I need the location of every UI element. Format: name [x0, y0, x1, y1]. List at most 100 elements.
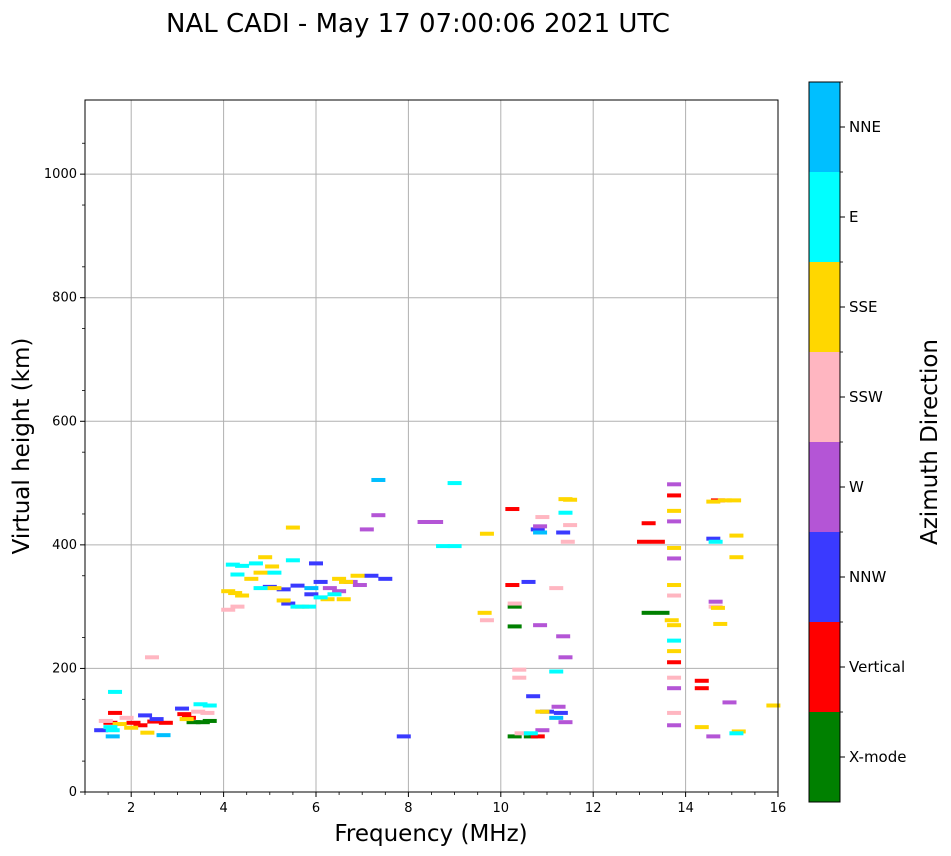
data-point — [533, 524, 548, 529]
data-point — [717, 498, 732, 503]
data-point — [98, 718, 113, 723]
colorbar-frame — [808, 81, 841, 803]
data-point — [156, 733, 171, 738]
data-point — [694, 678, 709, 683]
data-point — [94, 728, 109, 733]
data-point — [336, 597, 351, 602]
data-point — [477, 610, 492, 615]
colorbar-tick-label: W — [849, 478, 864, 496]
data-point — [352, 583, 367, 588]
data-point — [230, 604, 245, 609]
data-point — [479, 531, 494, 536]
data-point — [228, 591, 243, 596]
data-point — [558, 655, 573, 660]
data-point — [258, 555, 273, 560]
data-point — [332, 589, 347, 594]
data-point — [641, 521, 656, 526]
data-point — [133, 723, 148, 728]
data-point — [378, 576, 393, 581]
data-point — [667, 675, 682, 680]
series-x-mode — [186, 604, 670, 739]
data-point — [175, 706, 190, 711]
data-point — [144, 655, 159, 660]
data-point — [667, 519, 682, 524]
data-point — [556, 530, 571, 535]
data-point — [158, 720, 173, 725]
data-point — [359, 527, 374, 532]
data-point — [706, 734, 721, 739]
data-point — [521, 579, 536, 584]
data-point — [563, 523, 578, 528]
data-point — [667, 493, 682, 498]
data-point — [694, 725, 709, 730]
colorbar-segment — [809, 712, 840, 802]
data-point — [535, 515, 550, 520]
data-point — [108, 689, 123, 694]
data-point — [138, 713, 153, 718]
x-axis-ticks: 2 4 6 8 10 12 14 16 — [84, 792, 786, 816]
data-point — [766, 703, 781, 708]
data-point — [447, 481, 462, 486]
data-point — [364, 573, 379, 578]
data-point — [235, 563, 250, 568]
data-point — [563, 497, 578, 502]
data-point — [650, 539, 665, 544]
data-point — [327, 592, 342, 597]
data-point — [558, 720, 573, 725]
data-point — [641, 610, 656, 615]
colorbar-segment — [809, 532, 840, 622]
colorbar-tick-label: SSW — [849, 388, 883, 406]
data-point — [417, 519, 432, 524]
data-point — [112, 722, 127, 727]
data-point — [549, 669, 564, 674]
data-point — [265, 564, 280, 569]
data-point — [285, 525, 300, 530]
x-tick-label: 6 — [312, 801, 320, 816]
data-point — [512, 667, 527, 672]
data-point — [177, 712, 192, 717]
data-point — [186, 720, 201, 725]
data-point — [267, 586, 282, 591]
colorbar-tick-label: X-mode — [849, 748, 906, 766]
data-point — [302, 604, 317, 609]
data-point — [105, 728, 120, 733]
data-point — [530, 527, 545, 532]
data-point — [221, 607, 236, 612]
x-tick-label: 4 — [219, 801, 227, 816]
data-point — [350, 573, 365, 578]
colorbar-segment — [809, 442, 840, 532]
colorbar-tick-label: Vertical — [849, 658, 905, 676]
data-point — [244, 576, 259, 581]
y-tick-label: 400 — [52, 538, 77, 553]
colorbar-tick-label: NNE — [849, 118, 881, 136]
series-vertical — [103, 493, 725, 739]
data-point — [694, 686, 709, 691]
data-point — [447, 544, 462, 549]
data-point — [708, 599, 723, 604]
data-point — [248, 561, 263, 566]
x-tick-label: 8 — [404, 801, 412, 816]
data-point — [558, 510, 573, 515]
data-point — [202, 703, 217, 708]
data-point — [729, 731, 744, 736]
colorbar-tick-label: E — [849, 208, 858, 226]
data-point — [507, 734, 522, 739]
data-point — [507, 604, 522, 609]
colorbar-segment — [809, 262, 840, 352]
colorbar-tick-label: SSE — [849, 298, 878, 316]
x-axis-label: Frequency (MHz) — [334, 821, 527, 847]
data-point — [514, 731, 529, 736]
data-point — [667, 482, 682, 487]
y-axis-ticks: 0 200 400 600 800 1000 — [44, 142, 85, 800]
data-point — [667, 638, 682, 643]
y-tick-label: 800 — [52, 291, 77, 306]
data-point — [667, 723, 682, 728]
data-point — [290, 583, 305, 588]
data-point — [253, 586, 268, 591]
data-point — [230, 572, 245, 577]
series-e — [103, 481, 744, 736]
data-point — [371, 477, 386, 482]
data-point — [140, 730, 155, 735]
data-point — [429, 519, 444, 524]
series-sse — [112, 497, 781, 735]
